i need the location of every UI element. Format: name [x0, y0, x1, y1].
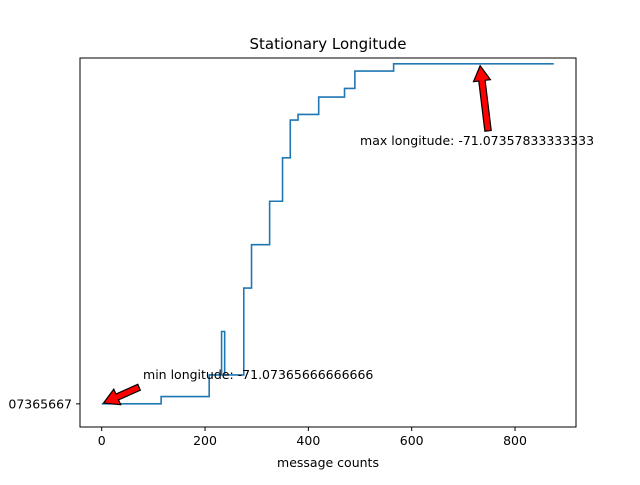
annotation-layer: min longitude: -71.07365666666666 max lon… — [102, 64, 594, 406]
x-tick-label-1: 200 — [193, 433, 217, 448]
series-layer — [101, 62, 554, 405]
chart-title: Stationary Longitude — [250, 35, 407, 53]
plot-area — [80, 58, 576, 427]
x-tick-label-2: 400 — [296, 433, 320, 448]
annotation-arrow-0 — [102, 383, 142, 406]
annotation-arrow-1 — [472, 64, 492, 132]
y-tick-label-0: 07365667 — [8, 396, 72, 411]
y-axis-ticks: 07365667 — [8, 396, 80, 411]
series-line-0 — [101, 62, 554, 405]
annotation-text-1: max longitude: -71.07357833333333 — [360, 133, 594, 148]
x-tick-label-3: 600 — [400, 433, 424, 448]
plot-frame — [79, 57, 577, 428]
annotation-text-0: min longitude: -71.07365666666666 — [143, 367, 373, 382]
x-axis-label: message counts — [277, 455, 379, 470]
x-axis-ticks: 0 200 400 600 800 — [98, 427, 527, 448]
x-tick-label-4: 800 — [503, 433, 527, 448]
x-tick-label-0: 0 — [98, 433, 106, 448]
